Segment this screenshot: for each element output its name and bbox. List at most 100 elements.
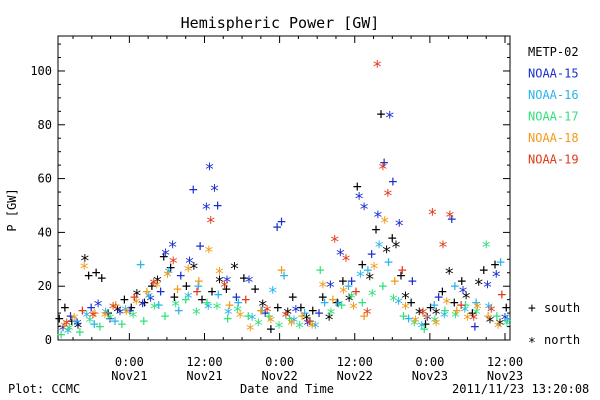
data-point-noaa-17: + [117,315,126,333]
data-point-noaa-15: + [125,301,134,319]
data-point-noaa-16: + [194,277,203,295]
data-point-noaa-17: + [181,291,190,309]
data-point-metp-02: + [170,288,179,306]
data-point-noaa-15: * [72,316,82,336]
data-point-noaa-17: * [502,316,512,336]
data-point-noaa-17: + [358,293,367,311]
legend-marker-label-north: north [544,333,580,347]
y-tick-label: 80 [38,118,52,132]
data-point-metp-02: + [377,105,386,123]
data-point-noaa-15: * [161,246,171,266]
data-point-noaa-18: * [307,319,317,339]
data-point-noaa-18: * [100,308,110,328]
data-point-noaa-18: * [472,300,482,320]
data-point-noaa-15: * [385,109,395,129]
data-point-noaa-16: + [174,301,183,319]
data-point-noaa-19: * [206,214,216,234]
x-tick-label-date: Nov22 [262,369,298,383]
data-point-noaa-16: * [310,319,320,339]
data-point-noaa-15: + [261,304,270,322]
data-point-noaa-17: * [128,308,138,328]
data-point-noaa-18: * [318,278,328,298]
data-point-noaa-19: * [219,278,229,298]
legend: METP-02 NOAA-15 NOAA-16 NOAA-17 NOAA-18 NOAA-… [528,45,580,351]
data-point-metp-02: * [229,259,239,279]
data-point-noaa-18: * [400,300,410,320]
data-point-noaa-15: + [156,283,165,301]
data-point-metp-02: + [288,288,297,306]
data-point-noaa-17: * [481,238,491,258]
x-tick-label-time: 12:00 [487,355,523,369]
data-point-metp-02: + [92,264,101,282]
data-point-noaa-17: * [388,292,398,312]
legend-marker-label-south: south [544,301,580,315]
data-point-metp-02: * [189,259,199,279]
data-point-noaa-16: + [320,293,329,311]
legend-item-noaa-16: NOAA-16 [528,88,579,102]
data-point-noaa-19: + [305,312,314,330]
data-point-noaa-16: + [136,256,145,274]
data-point-noaa-18: * [131,294,141,314]
data-point-metp-02: + [450,293,459,311]
data-point-metp-02: + [55,309,64,327]
data-point-noaa-16: + [496,253,505,271]
data-point-noaa-18: + [111,296,120,314]
data-point-noaa-15: + [388,172,397,190]
data-point-noaa-17: + [316,261,325,279]
data-point-noaa-15: * [93,297,103,317]
data-point-noaa-19: * [383,187,393,207]
footer-x-axis-label: Date and Time [240,382,334,396]
data-point-metp-02: * [414,305,424,325]
x-tick-label-date: Nov21 [111,369,147,383]
data-point-noaa-17: + [244,307,253,325]
data-point-noaa-16: * [502,313,512,333]
data-point-noaa-18: * [69,310,79,330]
data-point-noaa-15: * [167,238,177,258]
data-point-noaa-15: * [146,292,156,312]
data-point-metp-02: + [266,320,275,338]
data-point-metp-02: + [296,299,305,317]
data-point-noaa-16: * [100,305,110,325]
x-tick-label-date: Nov23 [487,369,523,383]
y-axis-label: P [GW] [5,188,19,231]
data-point-noaa-18: * [410,313,420,333]
legend-marker-symbol: + [528,301,536,316]
data-point-noaa-17: + [223,309,232,327]
data-point-noaa-16: + [72,312,81,330]
legend-item-metp-02: METP-02 [528,45,579,59]
data-point-metp-02: + [84,266,93,284]
data-point-metp-02: + [147,277,156,295]
x-tick-label-time: 0:00 [265,355,294,369]
data-point-noaa-15: * [373,208,383,228]
data-point-noaa-17: * [430,313,440,333]
data-point-noaa-18: * [338,284,348,304]
data-point-noaa-16: * [164,265,174,285]
data-point-noaa-15: * [58,321,68,341]
data-point-noaa-19: * [438,238,448,258]
data-point-metp-02: + [67,312,76,330]
data-point-noaa-17: * [274,319,284,339]
data-point-metp-02: + [372,221,381,239]
data-point-metp-02: + [273,299,282,317]
data-point-noaa-15: + [213,196,222,214]
x-tick-label-time: 12:00 [337,355,373,369]
data-point-noaa-17: + [57,326,66,344]
data-point-noaa-19: * [362,305,372,325]
data-point-noaa-18: + [173,280,182,298]
data-point-metp-02: + [397,266,406,284]
data-point-metp-02: + [457,272,466,290]
data-point-noaa-19: + [398,261,407,279]
data-point-noaa-15: * [335,246,345,266]
data-point-noaa-16: * [144,289,154,309]
data-point-metp-02: + [222,280,231,298]
data-point-noaa-18: + [390,272,399,290]
data-point-metp-02: * [112,302,122,322]
data-point-noaa-16: * [417,319,427,339]
data-point-noaa-18: * [286,316,296,336]
data-point-noaa-16: * [120,302,130,322]
data-point-noaa-16: * [355,267,365,287]
data-point-noaa-18: * [214,265,224,285]
data-point-metp-02: * [382,243,392,263]
data-point-noaa-19: * [108,300,118,320]
